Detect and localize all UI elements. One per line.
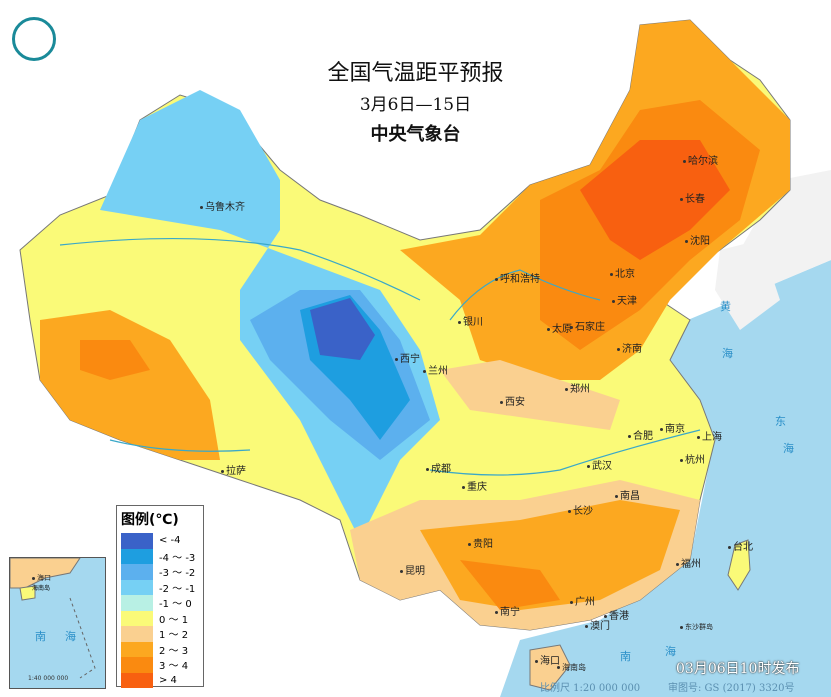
legend-item: < -4 bbox=[121, 533, 199, 549]
legend-label: > 4 bbox=[159, 674, 177, 686]
map-scale: 比例尺 1:20 000 000 bbox=[540, 683, 641, 694]
legend-item: 2 ～ 3 bbox=[121, 641, 199, 657]
city-label: 上海 bbox=[697, 428, 722, 443]
sea-label: 海 bbox=[783, 442, 794, 455]
city-label: 长春 bbox=[680, 190, 705, 205]
legend-label: 1 ～ 2 bbox=[159, 630, 189, 642]
sea-label: 黄 bbox=[720, 300, 731, 313]
city-label: 南昌 bbox=[615, 487, 640, 502]
date-range: 3月6日—15日 bbox=[359, 95, 472, 115]
city-label: 海口 bbox=[535, 652, 560, 667]
city-label: 天津 bbox=[612, 292, 637, 307]
south-china-sea-inset: 海口 海南岛 南 海 1:40 000 000 bbox=[9, 557, 106, 689]
inset-scale: 1:40 000 000 bbox=[28, 675, 69, 682]
city-label: 呼和浩特 bbox=[495, 270, 540, 285]
city-label: 南京 bbox=[660, 420, 685, 435]
island-label: 东沙群岛 bbox=[680, 622, 713, 632]
legend-label: 2 ～ 3 bbox=[159, 645, 189, 657]
city-label: 重庆 bbox=[462, 478, 487, 493]
legend-swatch bbox=[121, 641, 153, 657]
city-label: 郑州 bbox=[565, 380, 590, 395]
legend-label: -2 ～ -1 bbox=[159, 583, 196, 595]
city-label: 太原 bbox=[547, 320, 572, 335]
legend-label: < -4 bbox=[159, 535, 181, 547]
city-label: 贵阳 bbox=[468, 535, 493, 550]
city-label: 西安 bbox=[500, 393, 525, 408]
legend-swatch bbox=[121, 657, 153, 673]
sea-label: 东 bbox=[775, 415, 786, 428]
legend-label: -1 ～ 0 bbox=[159, 599, 192, 611]
inset-label: 海南岛 bbox=[32, 585, 51, 592]
city-label: 沈阳 bbox=[685, 232, 710, 247]
cma-logo: ​ bbox=[12, 17, 56, 61]
issued-time: 03月06日10时发布 bbox=[676, 661, 800, 677]
city-label: 兰州 bbox=[423, 362, 448, 377]
legend-item: -4 ～ -3 bbox=[121, 548, 199, 564]
city-label: 拉萨 bbox=[221, 462, 246, 477]
city-label: 福州 bbox=[676, 555, 701, 570]
city-label: 南宁 bbox=[495, 603, 520, 618]
legend-item: -1 ～ 0 bbox=[121, 595, 199, 611]
legend-swatch bbox=[121, 595, 153, 611]
legend-item: -2 ～ -1 bbox=[121, 579, 199, 595]
inset-label: 海口 bbox=[32, 573, 51, 583]
city-label: 济南 bbox=[617, 340, 642, 355]
legend-swatch bbox=[121, 548, 153, 564]
city-label: 合肥 bbox=[628, 427, 653, 442]
legend-item: 0 ～ 1 bbox=[121, 610, 199, 626]
city-label: 昆明 bbox=[400, 562, 425, 577]
sea-label: 南 bbox=[620, 650, 631, 663]
legend-swatch bbox=[121, 564, 153, 580]
legend-label: 0 ～ 1 bbox=[159, 614, 189, 626]
sea-label: 海 bbox=[722, 347, 733, 360]
city-label: 台北 bbox=[728, 538, 753, 553]
inset-label: 南 bbox=[35, 630, 46, 643]
city-label: 广州 bbox=[570, 593, 595, 608]
island-label: 海南岛 bbox=[557, 662, 586, 673]
legend-swatch bbox=[121, 626, 153, 642]
legend-label: -4 ～ -3 bbox=[159, 552, 196, 564]
legend-item: -3 ～ -2 bbox=[121, 564, 199, 580]
legend-item: 3 ～ 4 bbox=[121, 657, 199, 673]
city-label: 哈尔滨 bbox=[683, 152, 718, 167]
city-label: 武汉 bbox=[587, 457, 612, 472]
issuer: 中央气象台 bbox=[370, 124, 461, 145]
city-label: 乌鲁木齐 bbox=[200, 198, 245, 213]
city-label: 北京 bbox=[610, 265, 635, 280]
review-number: 审图号: GS (2017) 3320号 bbox=[668, 683, 795, 694]
city-label: 石家庄 bbox=[570, 318, 605, 333]
legend-item: 1 ～ 2 bbox=[121, 626, 199, 642]
legend-item: > 4 bbox=[121, 672, 199, 688]
legend-swatch bbox=[121, 610, 153, 626]
map-title: 全国气温距平预报 bbox=[327, 61, 504, 86]
city-label: 杭州 bbox=[680, 451, 705, 466]
city-label: 澳门 bbox=[585, 617, 610, 632]
city-label: 西宁 bbox=[395, 350, 420, 365]
city-label: 长沙 bbox=[568, 502, 593, 517]
sea-label: 海 bbox=[665, 645, 676, 658]
inset-label: 海 bbox=[65, 630, 76, 643]
legend-swatch bbox=[121, 533, 153, 549]
city-label: 香港 bbox=[604, 607, 629, 622]
legend: 图例(℃) < -4 -4 ～ -3 -3 ～ -2 -2 ～ -1 -1 ～ 0 0 ～… bbox=[116, 505, 204, 688]
city-label: 银川 bbox=[458, 313, 483, 328]
sea bbox=[500, 260, 831, 697]
legend-title: 图例(℃) bbox=[121, 512, 179, 528]
legend-swatch bbox=[121, 672, 153, 688]
legend-label: 3 ～ 4 bbox=[159, 661, 189, 673]
legend-label: -3 ～ -2 bbox=[159, 568, 196, 580]
city-label: 成都 bbox=[426, 460, 451, 475]
legend-swatch bbox=[121, 579, 153, 595]
